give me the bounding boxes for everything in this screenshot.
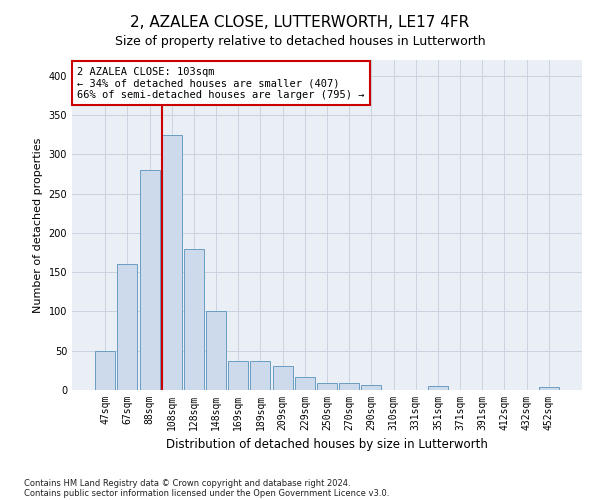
Bar <box>317 383 337 390</box>
Text: Contains HM Land Registry data © Crown copyright and database right 2024.: Contains HM Land Registry data © Crown c… <box>24 478 350 488</box>
Bar <box>140 170 160 390</box>
Bar <box>295 376 315 390</box>
Bar <box>162 134 182 390</box>
Bar <box>361 386 382 390</box>
Text: Size of property relative to detached houses in Lutterworth: Size of property relative to detached ho… <box>115 35 485 48</box>
Bar <box>539 387 559 390</box>
Bar <box>206 312 226 390</box>
Text: 2, AZALEA CLOSE, LUTTERWORTH, LE17 4FR: 2, AZALEA CLOSE, LUTTERWORTH, LE17 4FR <box>130 15 470 30</box>
Bar <box>339 383 359 390</box>
Bar <box>228 361 248 390</box>
Y-axis label: Number of detached properties: Number of detached properties <box>33 138 43 312</box>
Bar <box>118 264 137 390</box>
Bar <box>95 350 115 390</box>
Bar <box>272 366 293 390</box>
Bar <box>250 361 271 390</box>
X-axis label: Distribution of detached houses by size in Lutterworth: Distribution of detached houses by size … <box>166 438 488 452</box>
Bar <box>428 386 448 390</box>
Text: Contains public sector information licensed under the Open Government Licence v3: Contains public sector information licen… <box>24 488 389 498</box>
Bar <box>184 248 204 390</box>
Text: 2 AZALEA CLOSE: 103sqm
← 34% of detached houses are smaller (407)
66% of semi-de: 2 AZALEA CLOSE: 103sqm ← 34% of detached… <box>77 66 365 100</box>
